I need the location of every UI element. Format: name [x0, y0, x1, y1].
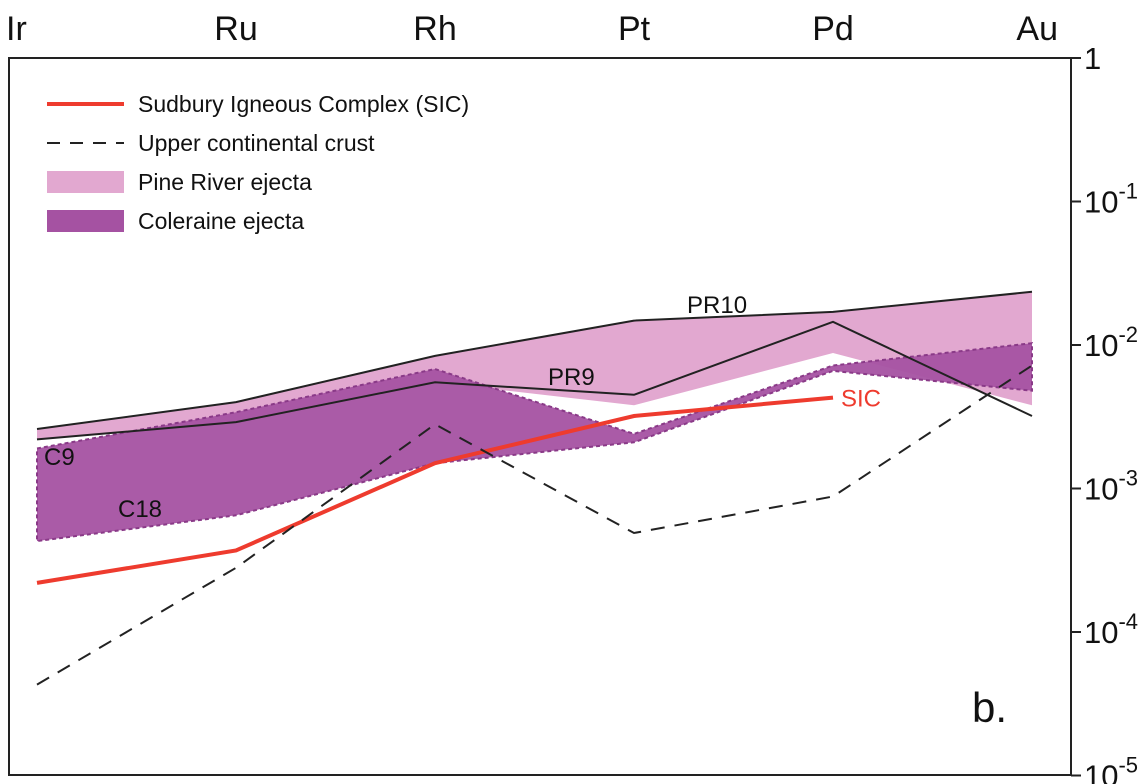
legend: Sudbury Igneous Complex (SIC) Upper conti…	[47, 91, 469, 234]
panel-label: b.	[972, 684, 1007, 731]
y-tick-label-1: 1	[1084, 41, 1101, 76]
annotation-c9: C9	[44, 444, 75, 471]
plot-frame	[8, 57, 1072, 776]
y-tick-label-10-5: 10-5	[1084, 753, 1138, 784]
legend-upper-continental-crust-label: Upper continental crust	[138, 130, 375, 156]
x-tick-label-pd: Pd	[812, 10, 854, 48]
y-tick-exponent: -3	[1118, 466, 1138, 491]
series-lines	[36, 290, 1033, 686]
y-tick-label-10-1: 10-1	[1084, 179, 1138, 220]
legend-pine-river-ejecta-label: Pine River ejecta	[138, 169, 312, 195]
y-tick-exponent: -1	[1118, 179, 1138, 204]
x-axis: Ir Ru Rh Pt Pd Au	[6, 10, 1058, 48]
series-label-pr9: PR9	[548, 364, 595, 391]
x-tick-label-ru: Ru	[214, 10, 257, 48]
series-label-pr10: PR10	[687, 292, 747, 319]
y-tick-label-10-3: 10-3	[1084, 466, 1138, 507]
y-tick-exponent: -4	[1118, 609, 1138, 634]
band-coleraine-ejecta	[36, 342, 1033, 543]
line-pr10	[36, 290, 1033, 430]
legend-coleraine-ejecta-label: Coleraine ejecta	[138, 208, 304, 234]
x-tick-label-ir: Ir	[6, 10, 27, 48]
y-tick-exponent: -2	[1118, 322, 1138, 347]
legend-sudbury-igneous-complex-sic-label: Sudbury Igneous Complex (SIC)	[138, 91, 469, 117]
series-labels: SIC PR10 PR9 C9 C18	[44, 292, 881, 523]
x-tick-label-pt: Pt	[618, 10, 651, 48]
x-tick-label-rh: Rh	[413, 10, 456, 48]
x-tick-label-au: Au	[1016, 10, 1058, 48]
y-axis: 1 10-1 10-2 10-3 10-4 10-5	[1071, 41, 1138, 784]
ejecta-bands	[36, 291, 1033, 543]
legend-coleraine-ejecta-swatch	[47, 210, 124, 232]
y-tick-label-10-2: 10-2	[1084, 322, 1138, 363]
legend-pine-river-ejecta-swatch	[47, 171, 124, 193]
line-pr9	[36, 320, 1033, 441]
annotation-c18: C18	[118, 496, 162, 523]
y-tick-label-10-4: 10-4	[1084, 609, 1138, 650]
y-tick-exponent: -5	[1118, 753, 1138, 778]
series-label-sic: SIC	[841, 386, 881, 413]
line-upper-continental-crust	[36, 364, 1033, 686]
line-sudbury-igneous-complex-sic	[36, 395, 834, 585]
